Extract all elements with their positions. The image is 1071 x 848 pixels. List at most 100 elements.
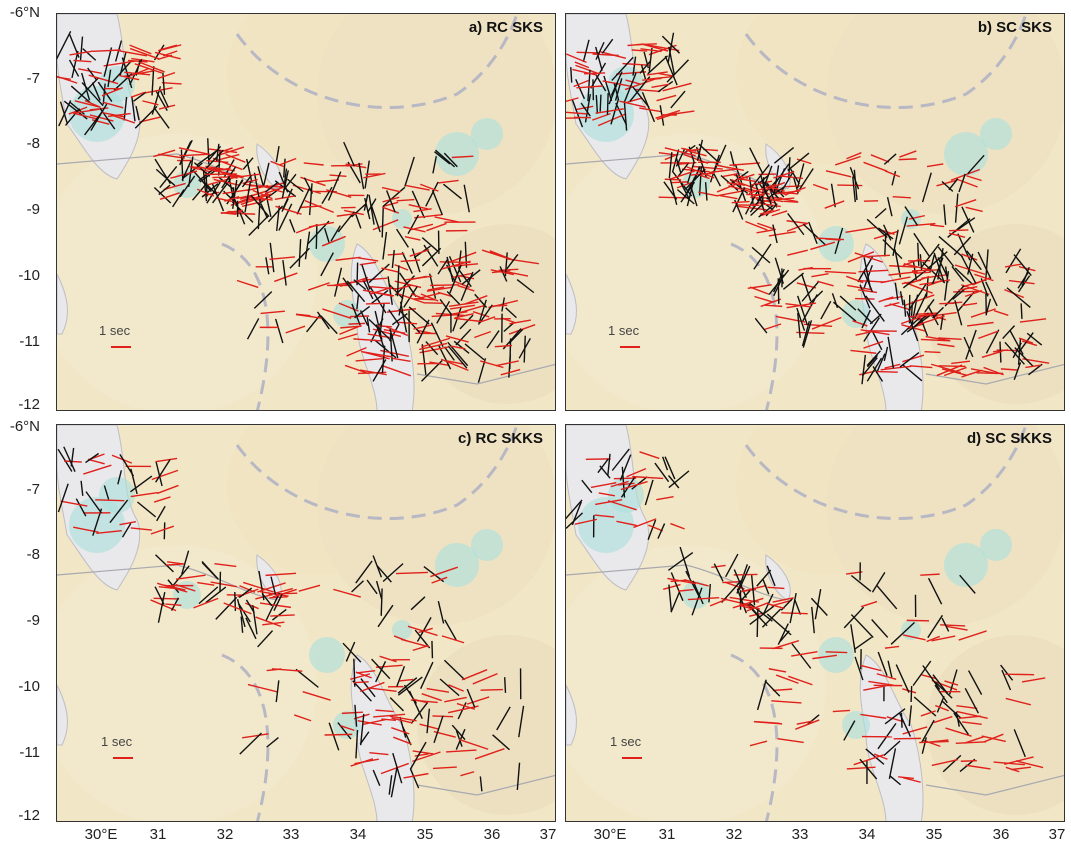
splitting-bar-rc <box>923 739 941 748</box>
splitting-bar-sc <box>389 328 399 359</box>
splitting-bar-sc <box>606 93 609 115</box>
splitting-bar-rc <box>365 302 391 305</box>
splitting-bar-rc <box>749 740 768 747</box>
splitting-bar-sc <box>895 664 910 693</box>
splitting-bar-sc <box>708 584 712 603</box>
splitting-bar-rc <box>936 179 956 187</box>
splitting-bar-rc <box>355 357 383 362</box>
splitting-bar-sc <box>768 269 790 296</box>
splitting-bar-sc <box>343 141 356 167</box>
splitting-bar-sc <box>866 350 881 367</box>
splitting-bar-sc <box>887 660 893 678</box>
splitting-bar-rc <box>566 53 587 64</box>
splitting-bar-sc <box>387 276 393 305</box>
splitting-bar-sc <box>966 250 982 271</box>
splitting-bar-sc <box>801 321 810 347</box>
splitting-bar-sc <box>595 46 603 71</box>
splitting-bar-sc <box>425 181 439 207</box>
splitting-bar-rc <box>153 149 176 158</box>
splitting-bar-rc <box>972 277 991 286</box>
splitting-bar-rc <box>961 253 978 261</box>
splitting-bar-sc <box>398 285 406 316</box>
splitting-bar-sc <box>647 519 657 541</box>
splitting-bar-sc <box>433 715 444 744</box>
splitting-bar-rc <box>756 229 774 234</box>
splitting-bar-rc <box>926 635 941 643</box>
splitting-bar-sc <box>380 588 383 616</box>
splitting-bar-sc <box>464 241 468 268</box>
splitting-bar-rc <box>339 324 362 335</box>
lon-tick-label: 30°E <box>593 826 627 843</box>
lat-tick-label: -9 <box>26 201 40 218</box>
splitting-bar-sc <box>657 80 674 93</box>
splitting-bar-sc <box>421 344 427 375</box>
splitting-bar-rc <box>715 164 745 171</box>
splitting-bar-sc <box>77 77 100 100</box>
splitting-bar-rc <box>418 627 433 634</box>
splitting-bar-rc <box>933 715 953 724</box>
splitting-bar-rc <box>357 719 382 726</box>
splitting-bar-sc <box>863 317 880 342</box>
splitting-bar-rc <box>884 170 901 178</box>
splitting-bar-rc <box>850 349 877 354</box>
splitting-bar-sc <box>782 272 805 290</box>
splitting-bar-rc <box>771 599 792 607</box>
splitting-bar-rc <box>610 480 629 488</box>
splitting-bar-rc <box>156 484 179 495</box>
splitting-bar-sc <box>854 656 864 681</box>
splitting-bar-sc <box>810 597 828 616</box>
splitting-bar-sc <box>954 267 974 286</box>
splitting-bar-rc <box>725 581 745 590</box>
splitting-bar-rc <box>749 180 773 186</box>
splitting-bar-sc <box>374 339 397 359</box>
splitting-bar-rc <box>965 206 983 213</box>
splitting-bar-sc <box>943 271 950 301</box>
splitting-bar-rc <box>178 147 209 155</box>
splitting-bar-sc <box>463 184 470 213</box>
splitting-bar-rc <box>647 44 680 52</box>
splitting-bar-sc <box>492 734 510 751</box>
splitting-bar-rc <box>349 315 370 318</box>
splitting-bar-sc <box>437 601 445 624</box>
splitting-bar-sc <box>942 754 962 773</box>
splitting-bar-rc <box>902 354 925 363</box>
splitting-bar-rc <box>274 195 295 201</box>
splitting-bar-rc <box>247 683 279 693</box>
splitting-bar-sc <box>648 47 653 72</box>
splitting-bar-rc <box>88 74 119 85</box>
splitting-bar-sc <box>444 619 457 641</box>
splitting-bar-sc <box>762 181 779 199</box>
country-border <box>221 242 270 410</box>
splitting-bar-rc <box>431 576 448 584</box>
splitting-bar-rc <box>798 266 813 271</box>
splitting-bar-rc <box>380 762 410 775</box>
splitting-bar-sc <box>363 280 374 300</box>
splitting-bar-sc <box>232 179 238 209</box>
scale-label-c: 1 sec <box>101 734 133 749</box>
splitting-bar-sc <box>477 299 487 325</box>
splitting-bar-rc <box>158 104 176 110</box>
splitting-bar-sc <box>721 580 742 603</box>
splitting-bar-rc <box>768 230 796 237</box>
lat-tick-label: -9 <box>26 612 40 629</box>
splitting-bar-rc <box>299 205 322 209</box>
splitting-bar-rc <box>748 183 777 195</box>
splitting-bar-rc <box>938 365 966 368</box>
splitting-bar-rc <box>403 772 429 779</box>
scale-bar-c <box>113 757 133 759</box>
splitting-bar-rc <box>308 282 330 291</box>
splitting-bar-sc <box>670 591 681 613</box>
splitting-bar-rc <box>746 193 765 196</box>
splitting-bar-rc <box>119 520 137 526</box>
splitting-bar-rc <box>295 313 311 317</box>
splitting-bar-sc <box>883 153 897 165</box>
splitting-bar-sc <box>955 711 960 727</box>
splitting-bar-rc <box>353 681 369 684</box>
splitting-bar-sc <box>308 183 313 216</box>
splitting-bar-sc <box>261 593 273 607</box>
splitting-bar-sc <box>57 483 69 513</box>
splitting-bar-rc <box>847 251 875 263</box>
splitting-bar-rc <box>260 590 289 597</box>
splitting-bar-sc <box>647 55 668 75</box>
splitting-bar-sc <box>407 214 420 235</box>
